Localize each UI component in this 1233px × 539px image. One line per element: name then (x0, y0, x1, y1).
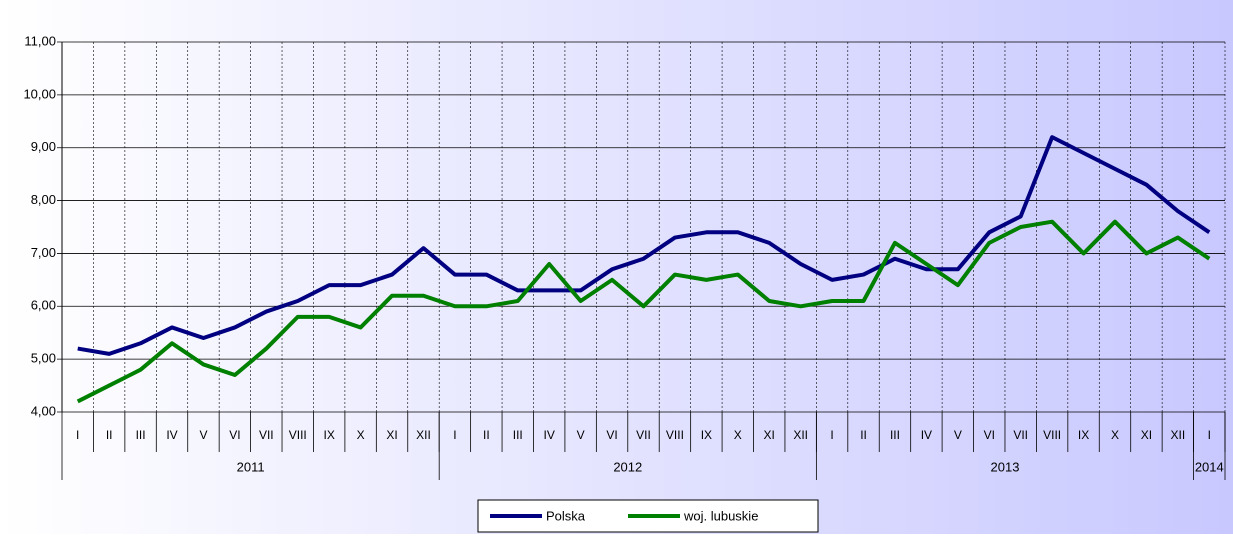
legend: Polska woj. lubuskie (477, 499, 819, 533)
x-tick-label: II (860, 428, 867, 442)
y-tick-label: 4,00 (31, 403, 56, 418)
y-tick-label: 11,00 (24, 33, 56, 48)
x-tick-label: X (357, 428, 365, 442)
x-tick-label: XI (386, 428, 397, 442)
x-tick-label: XII (416, 428, 431, 442)
x-tick-label: I (453, 428, 456, 442)
series-line (77, 135, 1211, 356)
x-tick-label: X (734, 428, 742, 442)
x-tick-label: V (199, 428, 207, 442)
y-tick-label: 10,00 (23, 86, 56, 101)
y-tick-label: 8,00 (31, 192, 56, 207)
x-tick-label: III (890, 428, 900, 442)
y-tick-label: 9,00 (31, 139, 56, 154)
x-tick-label: X (1111, 428, 1119, 442)
x-tick-label: I (1208, 428, 1211, 442)
x-tick-label: VIII (289, 428, 307, 442)
x-tick-label: XII (1171, 428, 1186, 442)
legend-label: woj. lubuskie (683, 508, 758, 523)
x-tick-label: VII (1013, 428, 1028, 442)
x-tick-label: VIII (1043, 428, 1061, 442)
y-tick-label: 7,00 (31, 245, 56, 260)
x-tick-label: IV (921, 428, 932, 442)
x-tick-label: VII (636, 428, 651, 442)
x-tick-label: XI (1141, 428, 1152, 442)
x-tick-label: VII (259, 428, 274, 442)
x-tick-label: VIII (666, 428, 684, 442)
x-tick-label: IV (544, 428, 555, 442)
group-label: 2013 (991, 459, 1020, 474)
x-tick-label: IV (166, 428, 177, 442)
group-label: 2014 (1195, 459, 1224, 474)
x-tick-label: IX (701, 428, 712, 442)
group-label: 2011 (237, 459, 265, 474)
x-tick-label: I (830, 428, 833, 442)
x-tick-label: V (577, 428, 585, 442)
x-tick-label: III (136, 428, 146, 442)
x-tick-label: V (954, 428, 962, 442)
x-tick-label: IX (1078, 428, 1089, 442)
x-tick-label: XI (764, 428, 775, 442)
x-tick-label: I (76, 428, 79, 442)
x-tick-label: IX (324, 428, 335, 442)
x-tick-label: VI (984, 428, 995, 442)
x-tick-label: VI (229, 428, 240, 442)
y-tick-label: 5,00 (31, 351, 56, 366)
x-tick-label: II (483, 428, 490, 442)
x-tick-label: XII (793, 428, 808, 442)
series-line (76, 219, 1211, 404)
legend-label: Polska (546, 508, 586, 523)
group-label: 2012 (613, 459, 642, 474)
x-tick-label: II (106, 428, 113, 442)
x-tick-label: VI (606, 428, 617, 442)
x-tick-label: III (513, 428, 523, 442)
y-tick-label: 6,00 (31, 298, 56, 313)
